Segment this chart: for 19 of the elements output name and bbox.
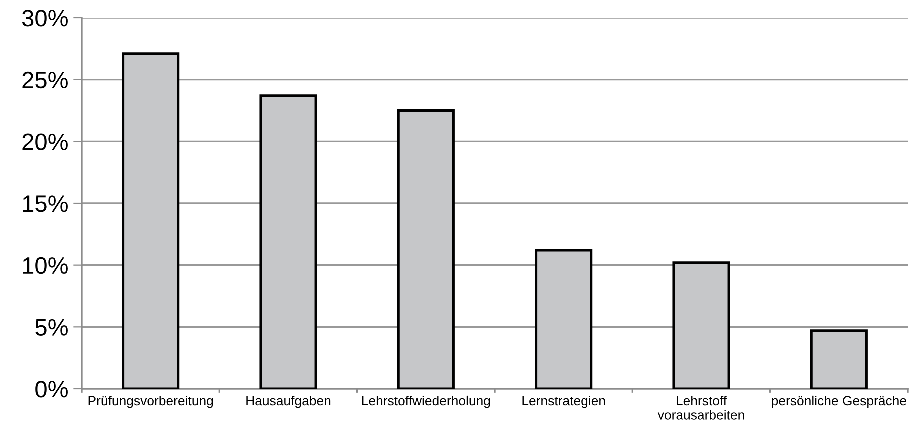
bar [397, 110, 455, 389]
y-tick-label: 10% [23, 257, 68, 274]
bar [535, 249, 593, 389]
y-tick-label: 0% [36, 381, 68, 398]
x-tick-label: persönliche Gespräche [772, 396, 906, 408]
bar [810, 330, 868, 389]
bar [672, 262, 730, 389]
x-tick-label: Hausaufgaben [246, 396, 331, 408]
bar [260, 94, 318, 389]
x-tick-label: Lehrstoff vorausarbeiten [658, 396, 744, 420]
x-tick-label: Lehrstoffwiederholung [362, 396, 490, 408]
y-tick-label: 20% [22, 134, 68, 150]
y-tick-label: 30% [22, 10, 68, 27]
x-tick-label: Prüfungsvorbereitung [88, 396, 214, 408]
y-tick-label: 25% [22, 72, 68, 89]
y-tick-label: 15% [23, 196, 68, 212]
bar [122, 52, 180, 389]
y-tick-label: 5% [36, 319, 68, 336]
x-tick-label: Lernstrategien [522, 396, 606, 408]
